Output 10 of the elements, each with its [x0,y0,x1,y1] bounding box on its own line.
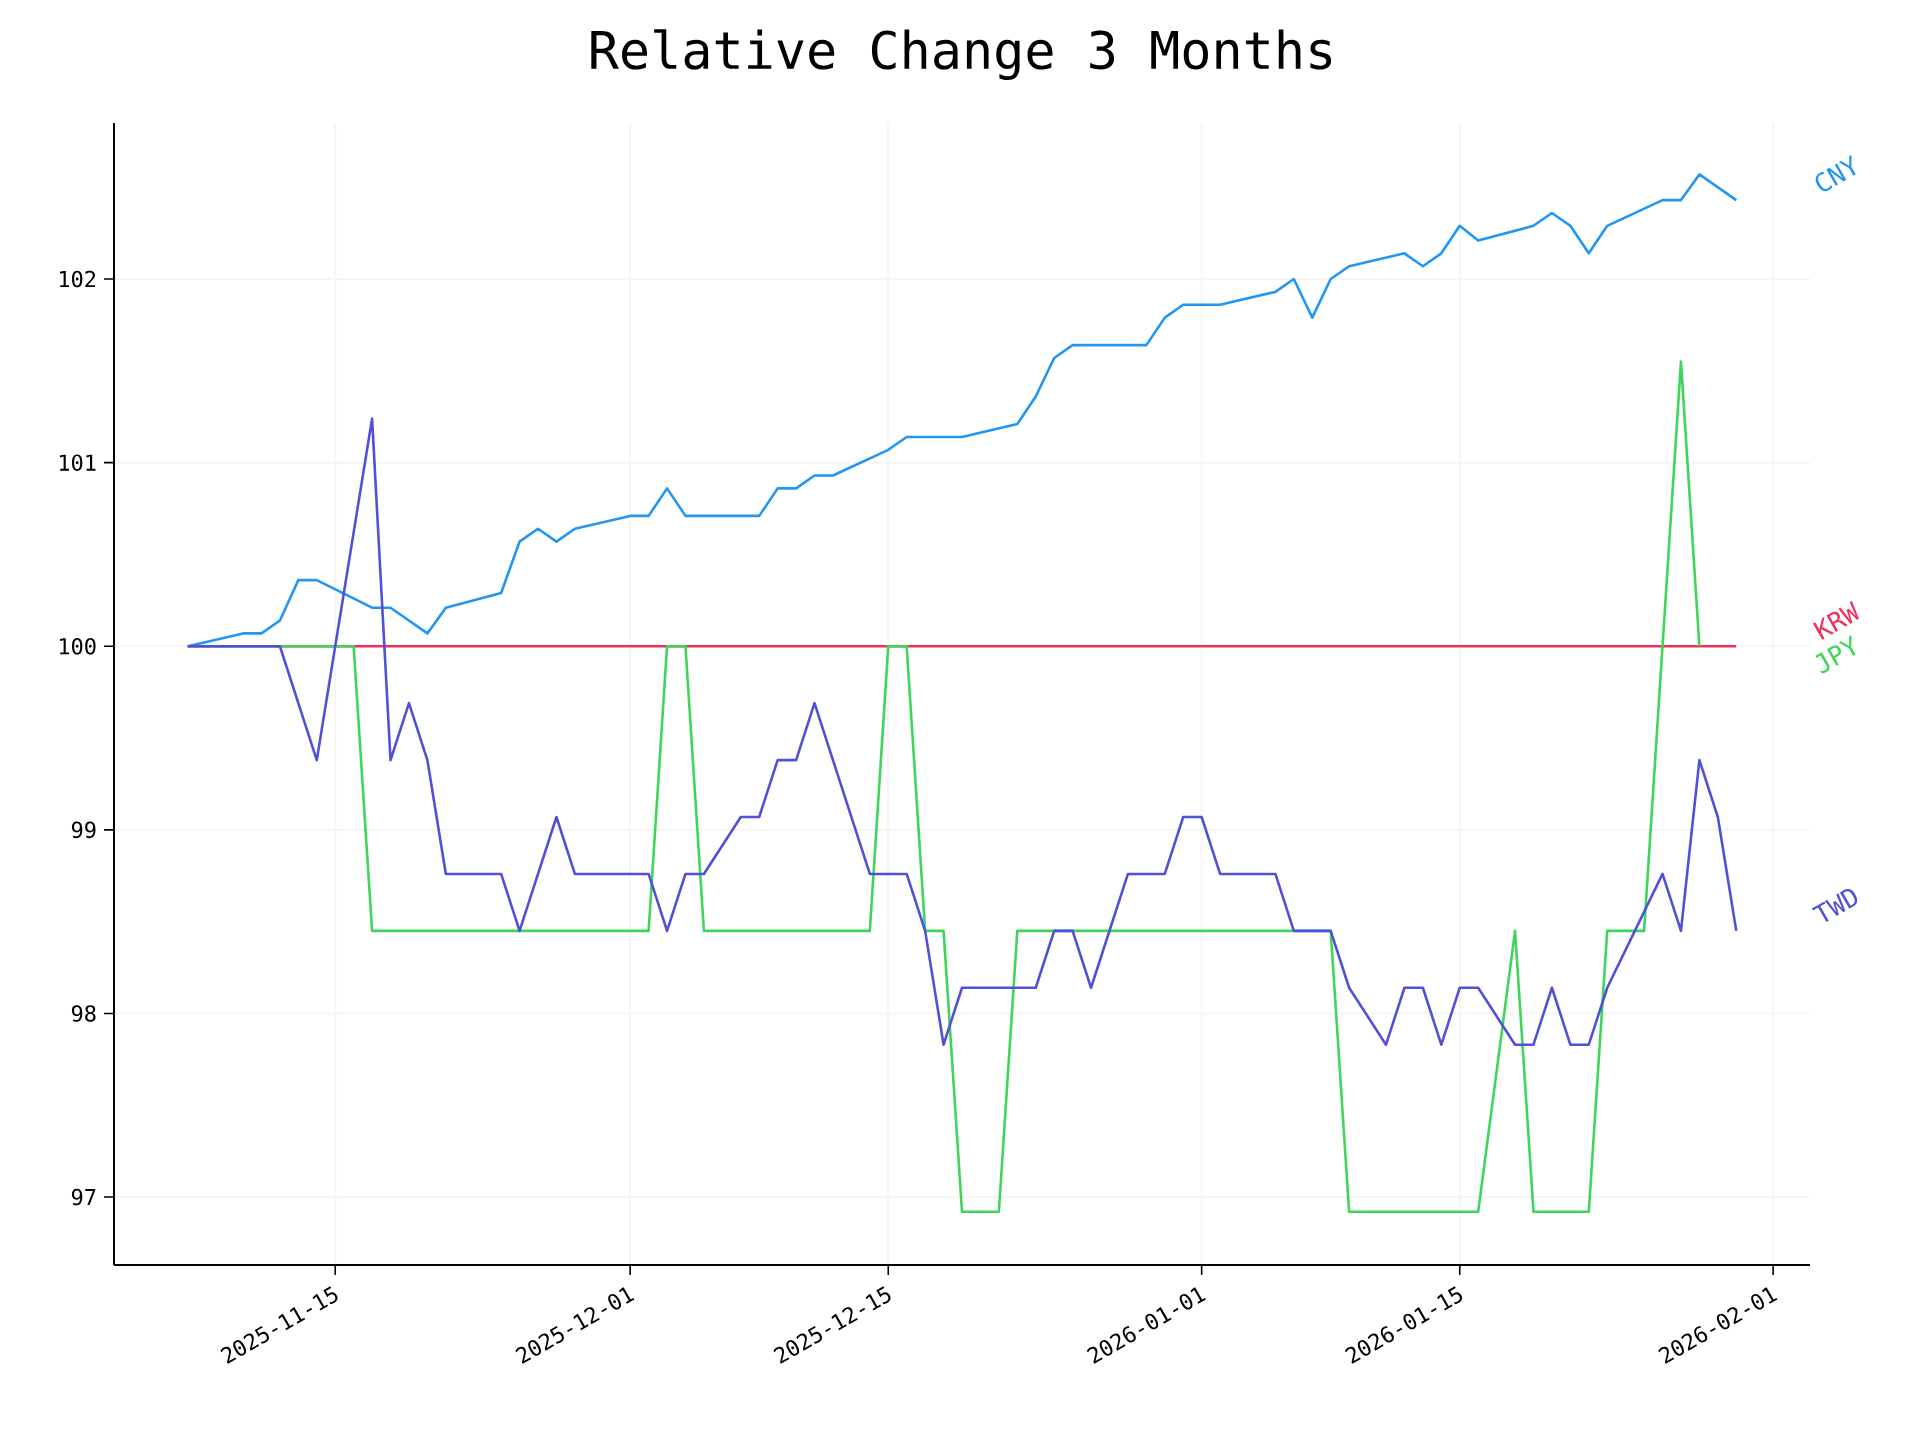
y-tick-label: 100 [60,637,96,655]
y-tick-label: 98 [71,1005,96,1022]
y-tick-label: 99 [71,821,96,839]
text: TWD [1811,889,1858,922]
line-series [186,417,1738,1046]
y-tick-label: 97 [71,1188,96,1206]
text: CNY [1815,154,1856,192]
chart-title: Relative Change 3 Months [591,29,1332,80]
y-tick-label: 102 [60,270,96,288]
y-tick-label: 101 [60,454,96,471]
